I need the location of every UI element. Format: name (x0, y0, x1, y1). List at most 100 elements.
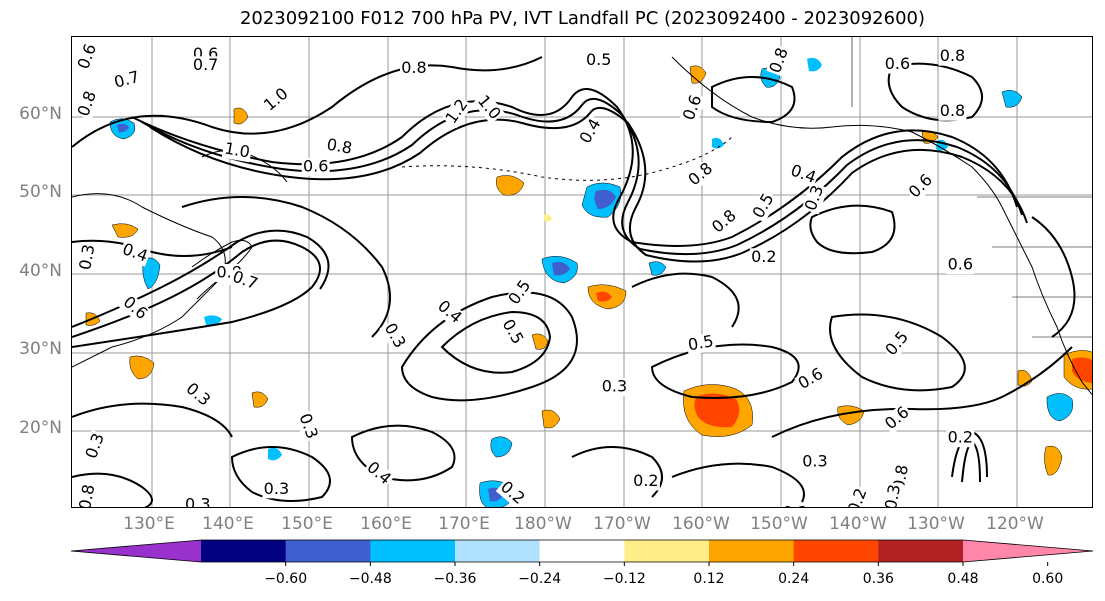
shade-red-blob (694, 393, 740, 428)
colorbar-tick-label: 0.24 (778, 571, 810, 587)
contour-label-bg (684, 158, 718, 191)
contour-label-bg (191, 56, 220, 75)
contour-label: 0.2 (633, 471, 658, 490)
lon-label-150e: 150°E (281, 514, 333, 534)
contour-label-bg (938, 102, 967, 121)
colorbar-tick-label: −0.60 (264, 571, 308, 587)
contour-label-bg (362, 457, 396, 490)
shade-orange-blob (1044, 445, 1063, 476)
contour-label-bg (399, 59, 428, 78)
contour-label-bg (497, 315, 528, 349)
shade-blue-blob (1001, 90, 1023, 108)
map-title: 2023092100 F012 700 hPa PV, IVT Landfall… (239, 8, 926, 29)
contour-label: 0.2 (948, 428, 973, 447)
contour-label-bg (294, 410, 322, 443)
contour-label: 0.3 (185, 495, 210, 508)
contour-line (440, 310, 552, 374)
colorbar-segment (455, 540, 541, 562)
shade-orange-blob (251, 391, 269, 408)
contour-label: 1.0 (223, 139, 251, 162)
lon-label-120w: 120°W (986, 514, 1044, 534)
contour-labels: 0.60.70.60.70.8 1.01.00.81.2 1.00.80.60.50… (74, 40, 975, 508)
contour-label-bg (600, 378, 629, 397)
contour-label-bg (766, 44, 793, 77)
contour-line (571, 446, 663, 498)
contour-line (809, 204, 896, 255)
contour-label-bg (794, 364, 828, 394)
colorbar-segment (201, 540, 287, 562)
contour-label-bg (679, 91, 707, 125)
contour-label: 0.8 (325, 135, 353, 158)
colorbar-segment (793, 540, 879, 562)
colorbar-tick-label: −0.12 (602, 571, 646, 587)
contour-label: 0.8 (940, 46, 965, 65)
contour-label-bg (228, 267, 262, 295)
colorbar-segment (285, 540, 371, 562)
colorbar-outline (70, 539, 1094, 563)
shade-blue-blob (268, 447, 282, 461)
shade-orange-blob (111, 223, 139, 238)
colorbar-segment (539, 540, 625, 562)
shade-blue-blob (648, 261, 667, 276)
contour-label: 0.6 (885, 54, 910, 73)
contour-label: 0.2 (751, 247, 776, 266)
contour-line (771, 346, 1073, 438)
contour-label-bg (749, 189, 779, 223)
contour-label-bg (82, 429, 109, 463)
lon-label-160w: 160°W (672, 514, 730, 534)
lat-label-60n: 60°N (19, 104, 62, 124)
lon-label-130w: 130°W (907, 514, 965, 534)
contour-line (149, 106, 1028, 263)
shade-darkblue-blob (594, 189, 616, 209)
contour-label-bg (259, 84, 293, 116)
shade-orange-blob (531, 333, 549, 350)
contour-label: 0.5 (687, 331, 715, 354)
lon-label-150w: 150°W (750, 514, 808, 534)
shade-blue-blob (1046, 393, 1073, 422)
colorbar-tick-label: −0.36 (433, 571, 477, 587)
contour-label: 0.8 (401, 58, 426, 77)
contour-line (141, 97, 1023, 256)
graticule (72, 37, 1092, 507)
contour-line (1031, 216, 1076, 338)
contour-label: 0.7 (193, 55, 218, 74)
contour-label-bg (262, 480, 291, 499)
contour-line (72, 56, 543, 148)
lon-label-170e: 170°E (438, 514, 490, 534)
contour-line (711, 76, 796, 124)
contour-label-bg (221, 139, 253, 163)
contour-label: 0.5 (586, 50, 611, 69)
contour-label-bg (882, 481, 905, 507)
contour-label-bg (881, 327, 914, 361)
contour-label-bg (584, 51, 613, 70)
shade-red-blob (596, 291, 612, 302)
contour-line (230, 446, 331, 502)
contour-label-bg (118, 240, 152, 267)
shade-blue-blob (490, 436, 513, 458)
colorbar-segment (370, 540, 456, 562)
coastline-alaska (671, 56, 1003, 208)
shade-red-blob (1072, 357, 1092, 383)
contour-line (181, 196, 391, 338)
contour-line (72, 472, 153, 507)
contour-label-bg (801, 182, 829, 215)
colorbar-extend-min (71, 540, 201, 562)
contour-label-bg (111, 67, 143, 93)
colorbar-segment (709, 540, 795, 562)
shade-orange-blob (129, 355, 155, 380)
contour-label-bg (323, 135, 355, 159)
contour-label-bg (504, 276, 536, 310)
contour-label: 0.2 (783, 502, 808, 508)
map-canvas: 0.60.70.60.70.8 1.01.00.81.2 1.00.80.60.50… (72, 37, 1092, 508)
contour-label-bg (74, 87, 101, 121)
contour-label-bg (883, 55, 912, 74)
contour-label: 0.3 (75, 243, 98, 271)
contour-label: 0.3 (264, 479, 289, 498)
contour-label-bg (880, 402, 914, 435)
contour-label-bg (904, 170, 938, 203)
contour-line (72, 402, 233, 438)
contour-line (631, 272, 740, 328)
lat-label-50n: 50°N (19, 182, 62, 202)
colorbar-tick-label: 0.60 (1032, 571, 1064, 587)
